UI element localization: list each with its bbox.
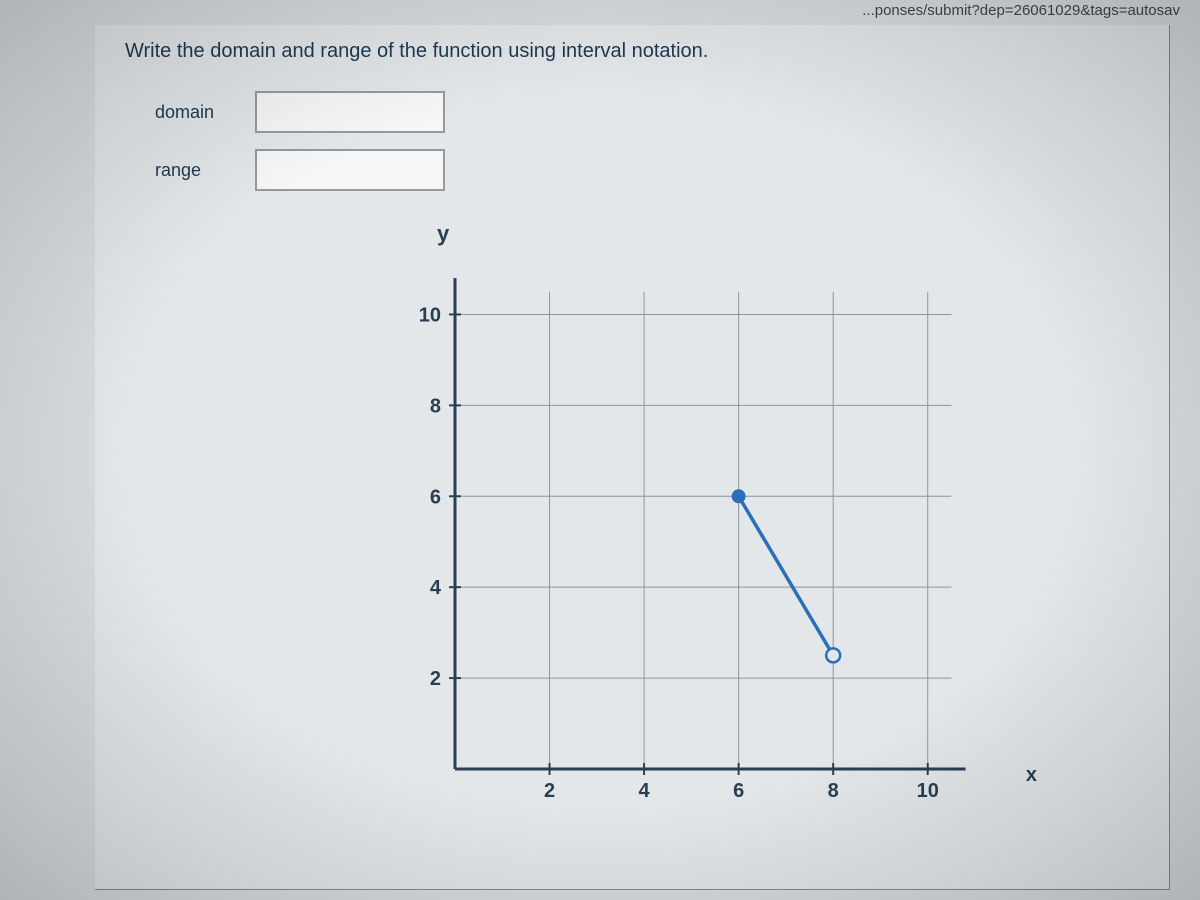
domain-input[interactable] <box>255 91 445 133</box>
y-axis-label: y <box>437 221 449 247</box>
svg-text:4: 4 <box>639 780 651 802</box>
range-label: range <box>125 160 255 181</box>
domain-row: domain <box>95 83 1169 141</box>
chart-container: y x 246810246810 <box>375 249 1025 829</box>
svg-text:8: 8 <box>828 780 839 802</box>
svg-text:2: 2 <box>544 780 555 802</box>
function-chart: 2 4 6 8 10 2 4 6 8 10 <box>375 249 1025 829</box>
question-card: Write the domain and range of the functi… <box>95 25 1170 890</box>
domain-label: domain <box>125 102 255 123</box>
svg-text:10: 10 <box>917 780 939 802</box>
x-axis-label: x <box>1026 764 1037 787</box>
svg-text:10: 10 <box>419 304 441 326</box>
svg-text:6: 6 <box>430 486 441 508</box>
svg-text:2: 2 <box>430 668 441 690</box>
svg-text:6: 6 <box>733 780 744 802</box>
question-text: Write the domain and range of the functi… <box>95 25 1169 83</box>
svg-text:8: 8 <box>430 395 441 417</box>
range-input[interactable] <box>255 149 445 191</box>
url-fragment: ...ponses/submit?dep=26061029&tags=autos… <box>862 0 1180 21</box>
svg-text:4: 4 <box>430 577 442 599</box>
range-row: range <box>95 141 1169 199</box>
